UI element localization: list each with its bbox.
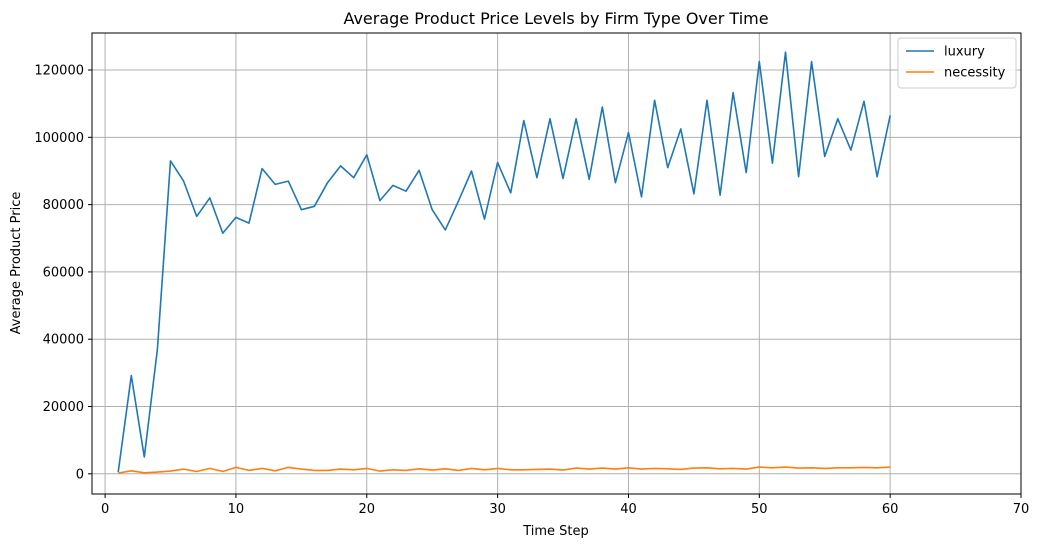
chart-title: Average Product Price Levels by Firm Typ… bbox=[343, 9, 768, 28]
y-tick-label: 60000 bbox=[43, 265, 84, 280]
x-tick-label: 20 bbox=[359, 502, 376, 517]
x-tick-label: 40 bbox=[620, 502, 637, 517]
legend-label-necessity: necessity bbox=[944, 66, 1006, 81]
y-axis-label: Average Product Price bbox=[9, 192, 24, 335]
series-line-luxury bbox=[117, 51, 891, 473]
x-axis-ticks: 0 10 20 30 40 50 60 70 bbox=[101, 494, 1029, 517]
x-tick-label: 50 bbox=[751, 502, 768, 517]
x-tick-label: 0 bbox=[101, 502, 109, 517]
y-tick-label: 0 bbox=[76, 467, 84, 482]
x-axis-label: Time Step bbox=[522, 524, 589, 539]
x-tick-label: 30 bbox=[489, 502, 506, 517]
y-tick-label: 80000 bbox=[43, 198, 84, 213]
y-tick-label: 40000 bbox=[43, 333, 84, 348]
x-tick-label: 60 bbox=[882, 502, 899, 517]
y-axis-ticks: 0 20000 40000 60000 80000 100000 120000 bbox=[34, 64, 92, 482]
legend: luxury necessity bbox=[897, 37, 1017, 89]
y-tick-label: 20000 bbox=[43, 400, 84, 415]
series-line-necessity bbox=[118, 466, 891, 474]
grid-lines bbox=[92, 33, 1022, 494]
x-tick-label: 70 bbox=[1013, 502, 1030, 517]
y-tick-label: 100000 bbox=[34, 131, 84, 146]
x-tick-label: 10 bbox=[228, 502, 245, 517]
legend-label-luxury: luxury bbox=[944, 45, 985, 60]
plot-frame bbox=[91, 32, 1022, 495]
series-lines bbox=[117, 51, 891, 474]
y-tick-label: 120000 bbox=[34, 64, 84, 79]
